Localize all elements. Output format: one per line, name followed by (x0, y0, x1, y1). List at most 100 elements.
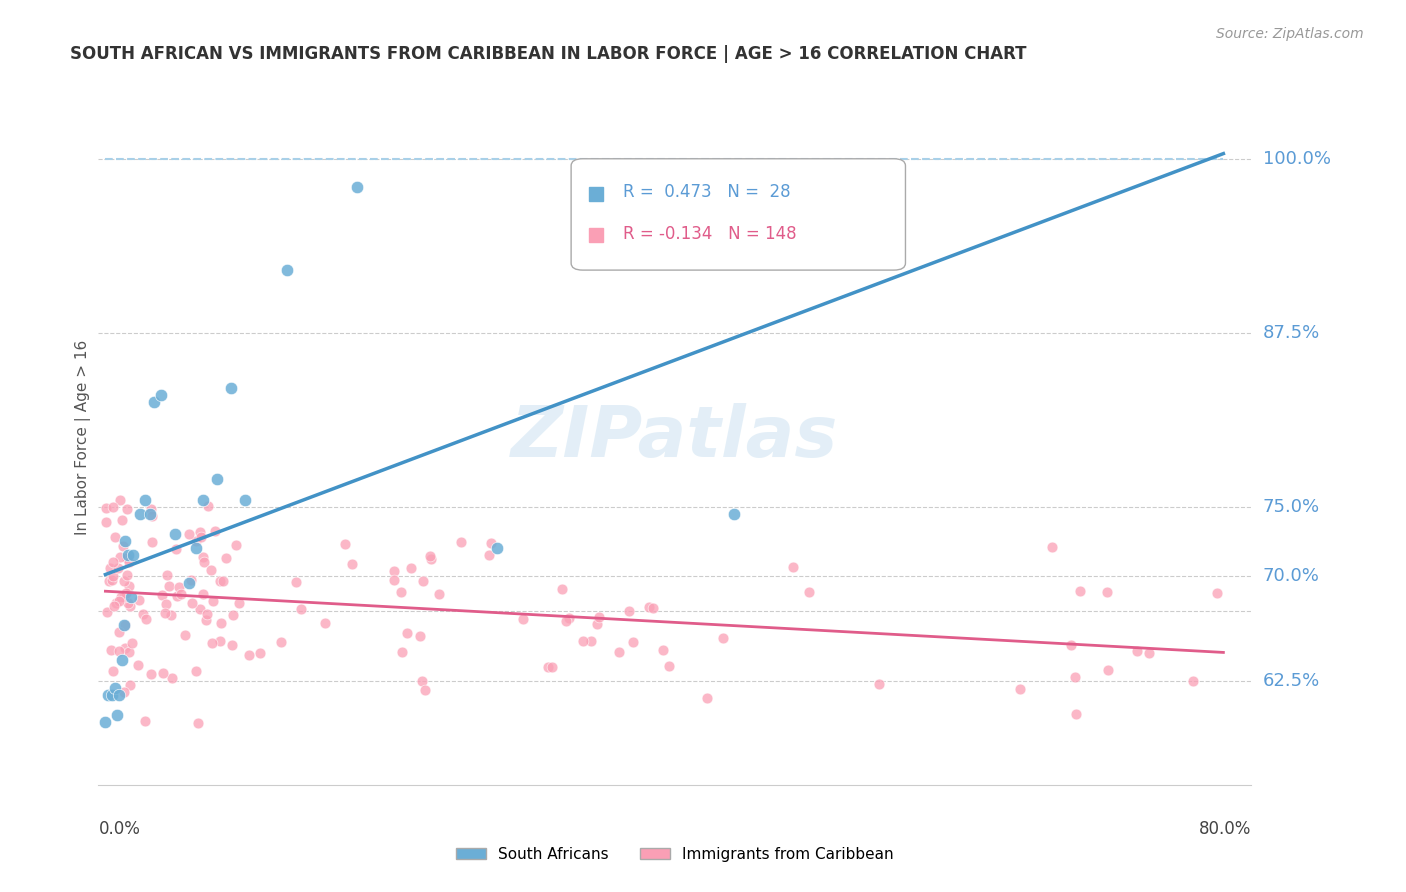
Point (107, 561, 129, 575)
Point (134, 714, 156, 728)
Point (96, 515, 118, 529)
Point (97, 688, 120, 702)
Point (193, 555, 215, 569)
Point (412, 574, 434, 588)
Point (181, 596, 204, 610)
Point (108, 594, 131, 608)
Point (868, 677, 890, 691)
Point (201, 636, 224, 650)
Point (112, 685, 135, 699)
Point (209, 616, 232, 631)
Point (179, 527, 201, 541)
Point (537, 660, 560, 674)
Point (238, 648, 260, 663)
Point (101, 688, 124, 702)
Point (114, 641, 136, 656)
Point (333, 537, 356, 551)
Point (103, 599, 125, 614)
Point (122, 549, 145, 563)
Point (389, 584, 412, 599)
Point (108, 492, 131, 507)
Point (481, 535, 503, 549)
Point (100, 561, 122, 575)
Point (233, 492, 256, 507)
Point (1064, 670, 1087, 684)
Point (101, 568, 124, 582)
Point (118, 579, 141, 593)
Point (711, 631, 734, 645)
Point (180, 574, 202, 588)
Point (118, 645, 141, 659)
Point (555, 615, 578, 629)
Point (723, 507, 745, 521)
Text: 80.0%: 80.0% (1199, 820, 1251, 838)
Point (621, 635, 644, 649)
Point (485, 541, 508, 556)
Point (166, 590, 188, 604)
Point (108, 625, 131, 640)
Point (204, 524, 226, 539)
Point (478, 548, 501, 562)
Text: 75.0%: 75.0% (1263, 498, 1320, 516)
Text: R =  0.473   N =  28: R = 0.473 N = 28 (623, 183, 790, 202)
Point (420, 551, 443, 566)
Point (285, 574, 308, 589)
Text: 87.5%: 87.5% (1263, 324, 1320, 342)
Point (96, 501, 118, 516)
Point (209, 574, 232, 588)
Text: SOUTH AFRICAN VS IMMIGRANTS FROM CARIBBEAN IN LABOR FORCE | AGE > 16 CORRELATION: SOUTH AFRICAN VS IMMIGRANTS FROM CARIBBE… (70, 45, 1026, 62)
Point (184, 533, 207, 548)
Point (128, 593, 150, 607)
Point (1010, 682, 1032, 697)
Point (195, 607, 218, 622)
Point (94, 715, 117, 730)
Point (120, 590, 142, 604)
Point (382, 565, 405, 579)
FancyBboxPatch shape (571, 159, 905, 270)
Text: 62.5%: 62.5% (1263, 672, 1320, 690)
Point (115, 585, 138, 599)
Point (150, 588, 173, 602)
Point (165, 541, 187, 556)
Point (637, 600, 659, 615)
Point (101, 500, 124, 514)
Point (1097, 663, 1119, 677)
Point (184, 664, 207, 678)
Point (346, 179, 368, 194)
Point (797, 585, 820, 599)
Point (413, 683, 436, 698)
Point (112, 539, 135, 553)
Point (101, 574, 124, 588)
Point (117, 549, 139, 563)
Point (104, 681, 127, 695)
Point (193, 586, 215, 600)
Point (1137, 646, 1160, 660)
Point (588, 610, 610, 624)
Point (134, 492, 156, 507)
Point (101, 664, 124, 678)
Point (194, 613, 217, 627)
Point (1040, 540, 1063, 554)
Point (340, 557, 363, 571)
Point (159, 607, 181, 622)
Point (201, 593, 224, 607)
Point (221, 639, 243, 653)
Point (135, 612, 157, 626)
Point (97, 574, 120, 588)
Point (617, 604, 640, 618)
Point (1059, 638, 1081, 652)
Point (209, 634, 232, 648)
Point (115, 567, 138, 582)
Y-axis label: In Labor Force | Age > 16: In Labor Force | Age > 16 (76, 340, 91, 534)
Point (173, 628, 195, 642)
Point (540, 660, 562, 674)
Text: ZIPatlas: ZIPatlas (512, 402, 838, 472)
Point (450, 535, 472, 549)
Point (212, 574, 235, 588)
Text: 100.0%: 100.0% (1263, 150, 1331, 168)
Point (187, 716, 209, 731)
Point (197, 499, 219, 513)
Point (96, 605, 118, 619)
Legend: South Africans, Immigrants from Caribbean: South Africans, Immigrants from Caribbea… (450, 840, 900, 868)
Point (222, 607, 245, 622)
